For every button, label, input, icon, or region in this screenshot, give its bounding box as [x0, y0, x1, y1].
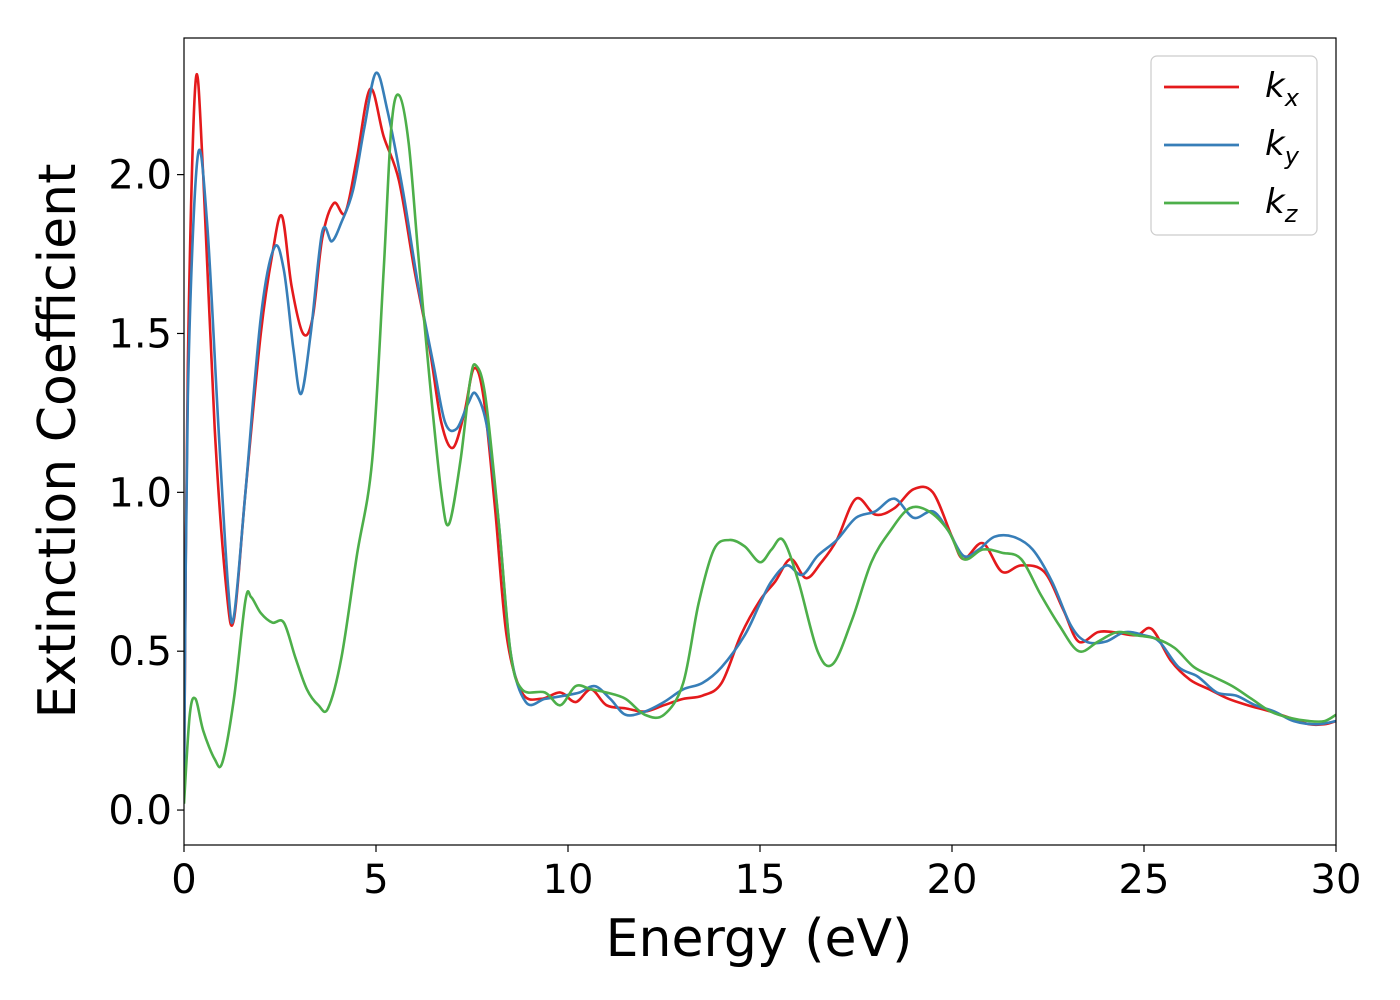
legend-label-k-x: kx [1265, 66, 1300, 112]
x-tick-label: 10 [543, 857, 594, 903]
axes: 0 5 10 15 20 25 30 0.0 0.5 1.0 1.5 2.0 [108, 37, 1362, 903]
x-tick-label: 20 [927, 857, 978, 903]
series-line-k-y [184, 71, 1336, 795]
legend-label-k-z: kz [1265, 182, 1299, 228]
y-tick-label: 0.0 [108, 788, 172, 834]
y-tick-label: 2.0 [108, 153, 172, 199]
x-tick-label: 5 [363, 857, 388, 903]
y-axis-title: Extinction Coefficient [28, 164, 88, 719]
series-line-k-z [184, 93, 1336, 804]
legend: kx ky kz [1150, 55, 1318, 236]
y-tick-label: 1.0 [108, 470, 172, 516]
y-tick-label: 1.5 [108, 311, 172, 357]
plot-area [184, 71, 1336, 804]
x-tick-label: 15 [735, 857, 786, 903]
x-axis-title: Energy (eV) [606, 909, 913, 969]
x-tick-label: 25 [1119, 857, 1170, 903]
legend-label-k-y: ky [1265, 124, 1300, 170]
y-tick-label: 0.5 [108, 629, 172, 675]
x-tick-label: 30 [1311, 857, 1362, 903]
x-tick-label: 0 [171, 857, 196, 903]
